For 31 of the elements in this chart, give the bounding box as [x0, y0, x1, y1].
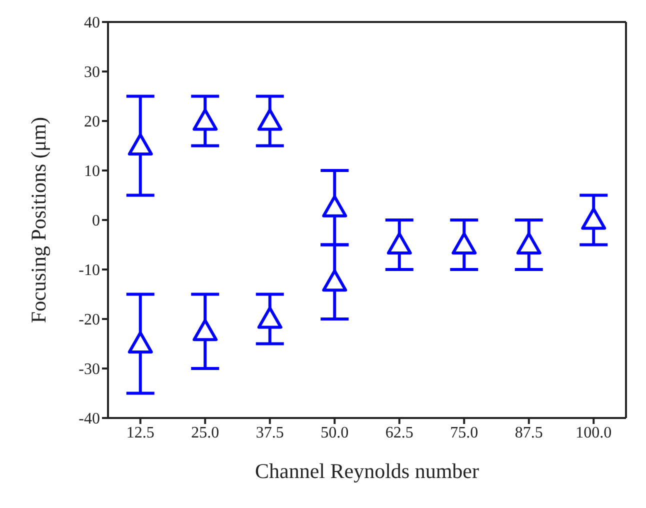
point [322, 269, 348, 292]
point [192, 108, 218, 131]
point [516, 232, 542, 254]
point [386, 232, 412, 254]
x-tick-label: 12.5 [126, 424, 154, 442]
point [452, 232, 477, 254]
x-tick-label: 62.5 [385, 424, 414, 442]
y-axis-title: Focusing Positions (μm) [26, 116, 50, 324]
y-tick-label: -20 [78, 312, 100, 329]
point [322, 195, 348, 218]
x-tick-label: 50.0 [320, 424, 349, 442]
y-tick-label: 20 [84, 114, 100, 131]
y-tick-label: -10 [78, 262, 100, 280]
y-tick-label: 30 [84, 64, 100, 82]
x-tick-label: 75.0 [450, 424, 478, 442]
y-tick-label: 10 [84, 163, 100, 180]
point [581, 208, 606, 230]
x-tick-label: 87.5 [514, 424, 543, 442]
x-tick-label: 25.0 [191, 424, 220, 442]
y-tick-label: -40 [78, 410, 100, 428]
y-tick-label: -30 [78, 361, 100, 378]
x-tick-label: 37.5 [256, 424, 284, 442]
y-tick-label: 40 [84, 14, 100, 32]
x-tick-label: 100.0 [576, 424, 612, 442]
y-tick-label: 0 [92, 212, 100, 230]
point [128, 133, 153, 156]
point [257, 108, 282, 131]
point [128, 331, 153, 354]
point [192, 318, 218, 342]
x-axis-title: Channel Reynolds number [255, 459, 479, 483]
point [257, 306, 282, 329]
